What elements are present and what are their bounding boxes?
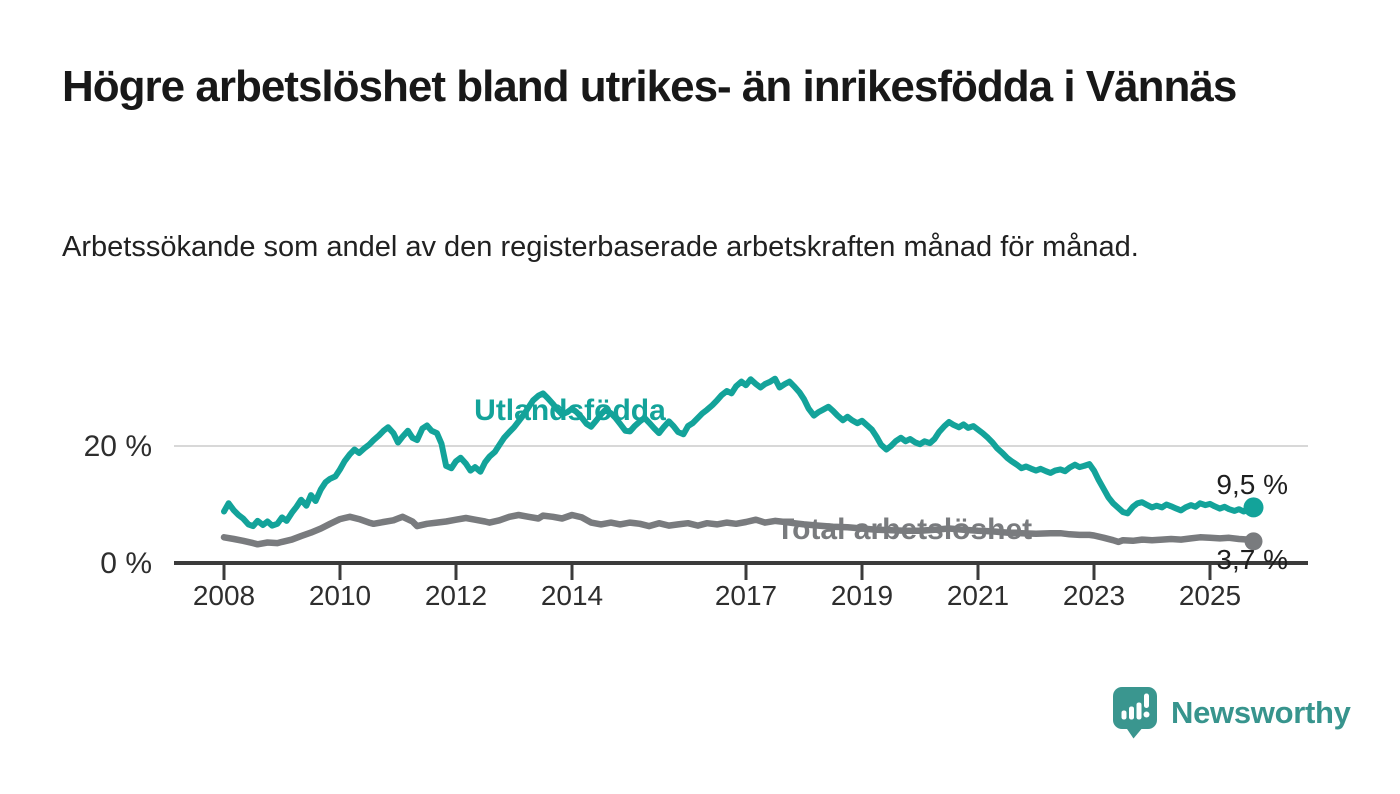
end-dot-utlandsfodda	[1243, 497, 1264, 518]
x-tick-label-2014: 2014	[541, 580, 603, 611]
y-tick-label-0: 0 %	[100, 547, 152, 580]
end-value-utlandsfodda: 9,5 %	[1216, 469, 1288, 500]
newsworthy-logo: Newsworthy	[1112, 686, 1351, 739]
end-dot-total-arbetsloshet	[1244, 532, 1263, 551]
page-subtitle: Arbetssökande som andel av den registerb…	[62, 231, 1139, 263]
line-utlandsfodda	[221, 375, 1257, 530]
x-tick-label-2010: 2010	[309, 580, 371, 611]
x-tick-label-2012: 2012	[425, 580, 487, 611]
x-tick-label-2023: 2023	[1063, 580, 1125, 611]
series-label-utlandsfodda: Utlandsfödda	[474, 394, 666, 427]
series-label-total-arbetsloshet: Total arbetslöshet	[776, 513, 1032, 546]
end-value-total-arbetsloshet: 3,7 %	[1216, 544, 1288, 575]
x-tick-label-2025: 2025	[1179, 580, 1241, 611]
y-tick-label-20: 20 %	[84, 430, 152, 463]
x-tick-label-2008: 2008	[193, 580, 255, 611]
bar-chart-speech-bubble-icon	[1113, 687, 1157, 739]
brand-name: Newsworthy	[1171, 694, 1351, 730]
x-tick-label-2019: 2019	[831, 580, 893, 611]
x-tick-label-2017: 2017	[715, 580, 777, 611]
page-title: Högre arbetslöshet bland utrikes- än inr…	[62, 62, 1237, 111]
line-total-arbetsloshet	[220, 511, 1257, 548]
x-tick-label-2021: 2021	[947, 580, 1009, 611]
